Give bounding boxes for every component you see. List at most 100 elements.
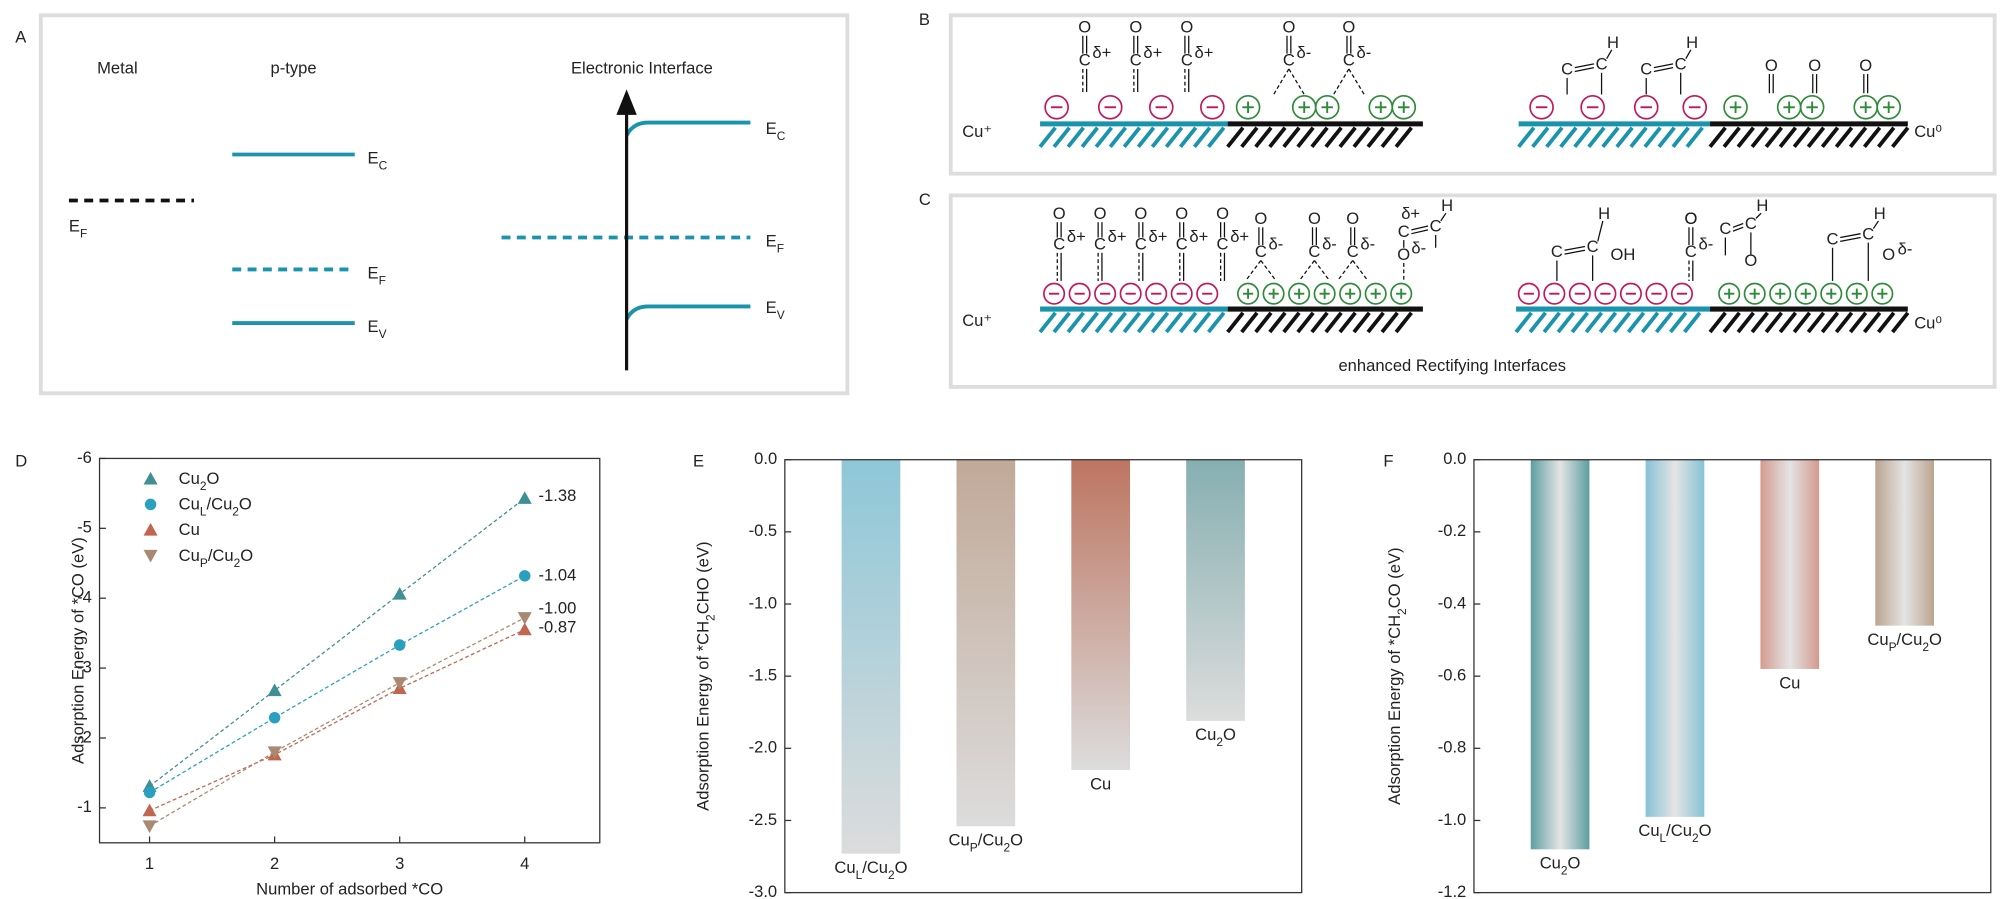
line	[1164, 311, 1184, 334]
line	[1722, 126, 1741, 149]
x-tick-label: 3	[395, 854, 404, 873]
bar-label: CuP/Cu2O	[1867, 630, 1942, 654]
line	[1240, 311, 1259, 334]
label: O	[1254, 209, 1267, 228]
label: C	[1053, 235, 1065, 254]
y-axis-title: Adsorption Energy of *CH2CHO (eV)	[694, 542, 718, 811]
line	[1862, 126, 1882, 149]
label: O	[1308, 209, 1321, 228]
y-tick-label: -1.2	[1438, 882, 1467, 899]
line	[1778, 126, 1798, 149]
line	[1643, 126, 1662, 149]
line	[1792, 126, 1812, 149]
label: EC	[766, 120, 786, 144]
line	[1685, 49, 1692, 60]
annotation: -1.04	[539, 565, 577, 584]
panel-letter: D	[15, 452, 27, 471]
label: O	[1134, 204, 1147, 223]
label: p-type	[270, 58, 316, 77]
line	[1732, 222, 1744, 228]
line	[1324, 311, 1343, 334]
line	[1528, 311, 1547, 334]
line	[1122, 311, 1142, 334]
y-tick-label: -0.5	[749, 521, 778, 540]
x-tick-label: 4	[520, 854, 529, 873]
line	[1164, 126, 1184, 149]
data-point	[519, 570, 531, 582]
line	[1876, 126, 1896, 149]
line	[1052, 126, 1071, 149]
line	[1226, 311, 1245, 334]
panel-letter: B	[919, 10, 930, 29]
label: EF	[368, 264, 386, 288]
x-tick-label: 2	[270, 854, 279, 873]
band-edge	[624, 304, 751, 321]
line	[1834, 126, 1854, 149]
label: H	[1441, 196, 1453, 215]
line	[1514, 311, 1533, 334]
panel-letter: C	[919, 190, 931, 209]
line	[1653, 63, 1674, 69]
panel-box	[948, 193, 1997, 389]
annotation: -0.87	[539, 618, 577, 637]
bar-label: Cu2O	[1195, 726, 1236, 750]
label: C	[1561, 60, 1573, 79]
label: δ+	[1108, 227, 1127, 246]
line	[1848, 126, 1868, 149]
bar	[1530, 459, 1590, 850]
label: O	[1744, 251, 1757, 270]
series-line	[149, 575, 526, 794]
label: EF	[766, 232, 784, 256]
label: O	[1765, 56, 1778, 75]
line	[1348, 68, 1365, 95]
legend-label: Cu	[179, 521, 200, 540]
label: H	[1874, 204, 1886, 223]
legend-marker	[143, 549, 158, 563]
line	[1862, 311, 1882, 334]
line	[1654, 311, 1674, 334]
line	[1178, 311, 1198, 334]
legend-marker	[143, 522, 158, 536]
label: C	[1587, 237, 1599, 256]
bar-label: CuL/Cu2O	[834, 858, 907, 882]
line	[1750, 311, 1769, 334]
line	[1840, 233, 1861, 239]
line	[1606, 49, 1613, 60]
label: δ+	[1149, 227, 1168, 246]
line	[1517, 126, 1536, 149]
legend-label: CuP/Cu2O	[179, 546, 254, 570]
x-axis-title: Number of adsorbed *CO	[256, 879, 443, 898]
annotation: -1.38	[539, 486, 577, 505]
line	[1310, 126, 1329, 149]
label: Metal	[97, 58, 138, 77]
line	[1612, 311, 1632, 334]
label: EF	[69, 217, 87, 241]
line	[1574, 67, 1595, 73]
label: δ-	[1699, 235, 1714, 254]
line	[1338, 126, 1357, 149]
label: C	[1685, 242, 1697, 261]
legend-label: CuL/Cu2O	[179, 495, 252, 519]
bar	[956, 459, 1016, 827]
label: C	[1343, 51, 1355, 70]
line	[1207, 126, 1226, 149]
bar	[1645, 459, 1705, 817]
line	[1226, 126, 1245, 149]
y-axis-title: Adsorption Energy of *CH2CO (eV)	[1385, 547, 1409, 804]
plot-frame	[784, 459, 1303, 894]
label: δ-	[1357, 43, 1372, 62]
label: C	[1347, 242, 1359, 261]
label: δ-	[1898, 240, 1913, 259]
line	[1876, 311, 1896, 334]
line	[1640, 311, 1660, 334]
label: C	[1181, 51, 1193, 70]
label: Cu⁺	[962, 122, 992, 141]
line	[1615, 126, 1634, 149]
line	[1366, 126, 1385, 149]
line	[1122, 126, 1142, 149]
line	[1066, 126, 1085, 149]
label: H	[1686, 33, 1698, 52]
line	[1296, 311, 1315, 334]
label: C	[1283, 51, 1295, 70]
